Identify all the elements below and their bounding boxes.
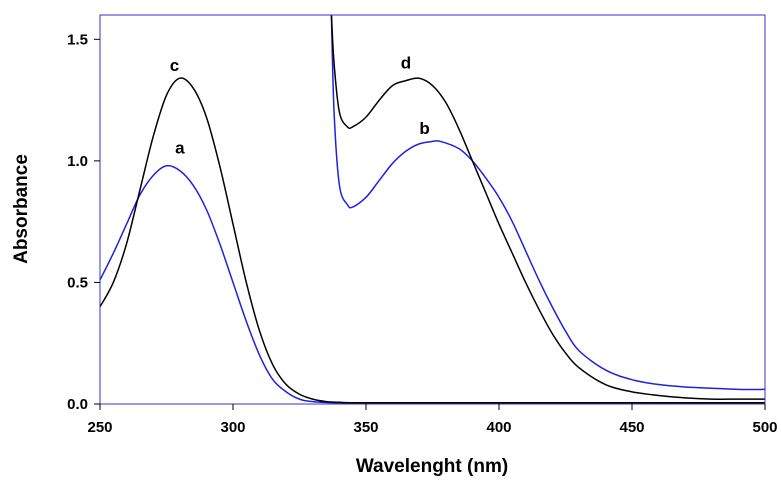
- series-c-line: [100, 77, 765, 404]
- x-tick-label: 400: [486, 419, 511, 436]
- plot-frame: [99, 14, 766, 405]
- x-tick-label: 300: [220, 419, 245, 436]
- y-axis: 0.0 0.5 1.0 1.5: [67, 31, 100, 413]
- y-tick-label: 1.0: [67, 153, 88, 170]
- curve-label-d: d: [401, 53, 411, 72]
- x-tick-label: 500: [752, 419, 777, 436]
- x-tick-label: 350: [353, 419, 378, 436]
- y-axis-title: Absorbance: [11, 154, 32, 264]
- y-tick-label: 0.0: [67, 396, 88, 413]
- x-tick-label: 450: [619, 419, 644, 436]
- series-layer: [100, 15, 765, 404]
- curve-label-b: b: [419, 119, 429, 138]
- curve-label-c: c: [170, 56, 179, 75]
- x-axis: 250 300 350 400 450 500: [87, 404, 778, 436]
- y-tick-label: 1.5: [67, 31, 88, 48]
- curve-label-a: a: [175, 139, 185, 158]
- y-tick-label: 0.5: [67, 274, 88, 291]
- x-axis-title: Wavelenght (nm): [356, 456, 508, 477]
- series-d-line: [330, 15, 765, 400]
- x-tick-label: 250: [87, 419, 112, 436]
- series-b-line: [330, 15, 765, 391]
- plot-area: [100, 15, 765, 404]
- curve-labels: a c b d: [170, 53, 430, 157]
